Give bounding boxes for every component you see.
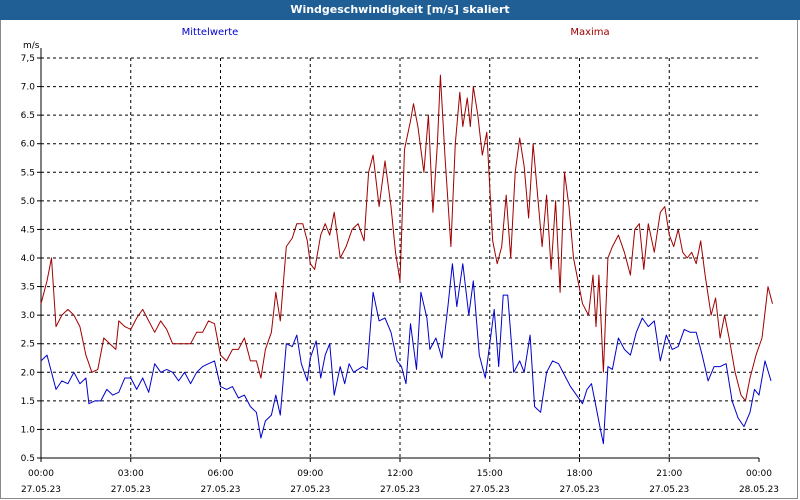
- x-tick-label-time: 00:00: [746, 469, 772, 479]
- x-tick-label-time: 09:00: [297, 469, 323, 479]
- chart-grid: [41, 57, 759, 458]
- x-tick-label-time: 18:00: [567, 469, 593, 479]
- y-tick-label: 7.0: [21, 83, 36, 93]
- x-tick-label-date: 27.05.23: [470, 485, 510, 495]
- x-tick-label-date: 28.05.23: [739, 485, 779, 495]
- y-tick-label: 1.0: [21, 425, 36, 435]
- x-tick-label-date: 27.05.23: [111, 485, 151, 495]
- series-line-mittelwerte: [40, 263, 772, 445]
- y-tick-label: 4.5: [21, 225, 35, 235]
- y-axis-ticks: 0.5 1.0 1.5 2.0 2.5 3.0 3.5 4.0 4.5 5.0 5.5 6.0 6.5 7…: [21, 54, 36, 464]
- series-line-maxima: [40, 74, 773, 402]
- y-tick-label: 3.0: [21, 311, 36, 321]
- x-tick-label-time: 12:00: [387, 469, 413, 479]
- x-axis-ticks: 00:00 27.05.23 03:00 27.05.23 06:00 27.05.23 0…: [21, 469, 779, 495]
- y-tick-label: 6.0: [21, 140, 36, 150]
- chart-axes: [37, 48, 760, 462]
- y-tick-label: 6.5: [21, 111, 35, 121]
- x-tick-label-date: 27.05.23: [649, 485, 689, 495]
- y-tick-label: 5.5: [21, 168, 35, 178]
- x-tick-label-date: 27.05.23: [21, 485, 61, 495]
- x-tick-label-time: 06:00: [208, 469, 234, 479]
- x-tick-label-date: 27.05.23: [559, 485, 599, 495]
- wind-speed-chart: m/s Mittelwerte Maxima 0.5 1.0 1.5 2.0 2.5 3.…: [21, 27, 779, 495]
- y-axis-label: m/s: [23, 41, 40, 51]
- y-tick-label: 4.0: [21, 254, 36, 264]
- chart-series: [40, 74, 773, 445]
- x-tick-label-time: 00:00: [28, 469, 54, 479]
- legend-maxima: Maxima: [570, 27, 609, 38]
- y-tick-label: 2.0: [21, 368, 36, 378]
- y-tick-label: 0.5: [21, 454, 35, 464]
- y-tick-label: 1.5: [21, 397, 35, 407]
- y-tick-label: 5.0: [21, 197, 36, 207]
- x-tick-label-time: 15:00: [477, 469, 503, 479]
- x-tick-label-date: 27.05.23: [290, 485, 330, 495]
- x-tick-label-date: 27.05.23: [380, 485, 420, 495]
- x-tick-label-time: 03:00: [118, 469, 144, 479]
- x-tick-label-time: 21:00: [656, 469, 682, 479]
- y-tick-label: 7,5: [21, 54, 35, 64]
- chart-frame: m/s Mittelwerte Maxima 0.5 1.0 1.5 2.0 2.5 3.…: [0, 20, 798, 499]
- legend-mittelwerte: Mittelwerte: [182, 27, 239, 38]
- y-tick-label: 3.5: [21, 283, 35, 293]
- y-tick-label: 2.5: [21, 340, 35, 350]
- x-tick-label-date: 27.05.23: [200, 485, 240, 495]
- chart-title: Windgeschwindigkeit [m/s] skaliert: [0, 0, 800, 20]
